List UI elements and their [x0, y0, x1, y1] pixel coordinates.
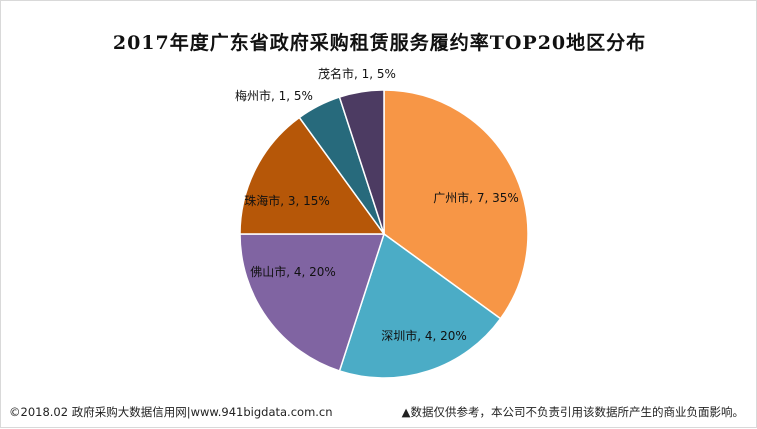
- source-footer: ©2018.02 政府采购大数据信用网|www.941bigdata.com.c…: [9, 405, 333, 419]
- disclaimer-footer: ▲数据仅供参考，本公司不负责引用该数据所产生的商业负面影响。: [401, 405, 744, 419]
- pie-slice-1: [383, 89, 529, 320]
- pie-slice-6: [338, 89, 385, 235]
- slice-label-1: 广州市, 7, 35%: [433, 190, 519, 205]
- chart-title: 2017年度广东省政府采购租赁服务履约率TOP20地区分布: [112, 32, 647, 54]
- pie-slice-2: [338, 232, 502, 379]
- slice-label-2: 深圳市, 4, 20%: [381, 328, 467, 343]
- slice-label-4: 珠海市, 3, 15%: [244, 193, 330, 208]
- slice-label-3: 佛山市, 4, 20%: [250, 264, 336, 279]
- slice-label-5: 梅州市, 1, 5%: [235, 88, 313, 103]
- pie-slice-3: [239, 233, 386, 372]
- slice-label-6: 茂名市, 1, 5%: [318, 66, 396, 81]
- pie-slice-4: [239, 116, 386, 235]
